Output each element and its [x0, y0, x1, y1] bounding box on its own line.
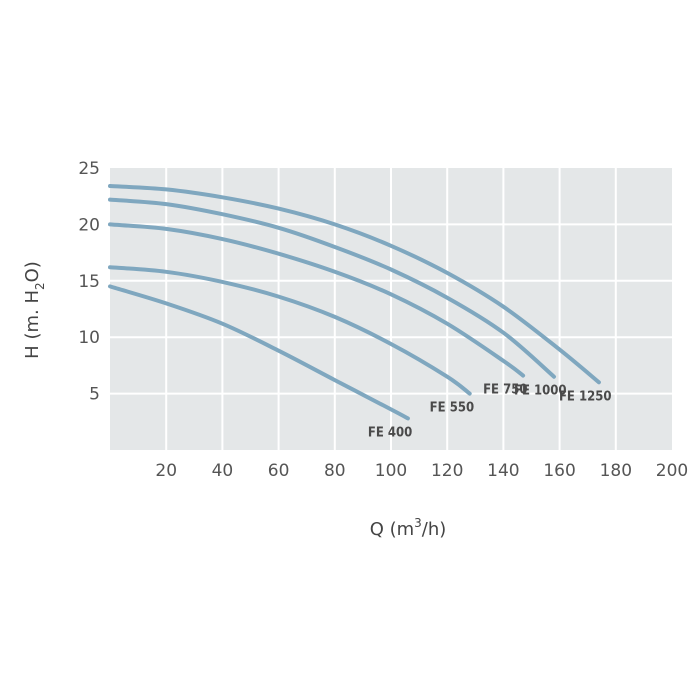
x-axis-label-post: /h) — [422, 519, 447, 540]
x-axis-label-pre: Q (m — [370, 519, 414, 540]
x-tick-label: 180 — [600, 461, 632, 481]
x-tick-label: 140 — [487, 461, 519, 481]
series-line — [108, 222, 526, 378]
grid — [110, 168, 672, 450]
x-tick-label: 160 — [543, 461, 575, 481]
x-tick-label: 100 — [375, 461, 407, 481]
y-axis-label: H (m. H2O) — [22, 261, 47, 359]
y-tick-label: 5 — [89, 385, 100, 405]
x-tick-label: 80 — [324, 461, 346, 481]
series-label: FE 400 — [368, 425, 412, 440]
series-label: FE 750 — [483, 383, 527, 398]
x-axis-label: Q (m3/h) — [370, 516, 447, 540]
y-axis-label-sub: 2 — [33, 282, 47, 290]
x-tick-label: 20 — [155, 461, 177, 481]
y-tick-label: 10 — [78, 328, 100, 348]
x-tick-label: 200 — [656, 461, 688, 481]
x-tick-label: 40 — [212, 461, 234, 481]
series-label: FE 1000 — [514, 384, 567, 399]
series-label: FE 550 — [430, 401, 474, 416]
y-axis-label-pre: H (m. H — [22, 290, 43, 359]
series-line — [108, 284, 410, 421]
series-label: FE 1250 — [559, 389, 612, 404]
x-tick-label: 120 — [431, 461, 463, 481]
y-tick-label: 15 — [78, 272, 100, 292]
y-axis-label-post: O) — [22, 261, 43, 282]
x-tick-labels: 20 40 60 80 100 120 140 160 180 200 — [155, 461, 688, 481]
series-line — [108, 265, 472, 396]
series-line — [108, 197, 556, 379]
x-axis-label-sup: 3 — [414, 516, 422, 530]
y-tick-label: 25 — [78, 159, 100, 179]
x-tick-label: 60 — [268, 461, 290, 481]
y-tick-label: 20 — [78, 215, 100, 235]
curves — [108, 184, 601, 421]
series-line — [108, 184, 601, 385]
y-tick-labels: 5 10 15 20 25 — [78, 159, 100, 405]
